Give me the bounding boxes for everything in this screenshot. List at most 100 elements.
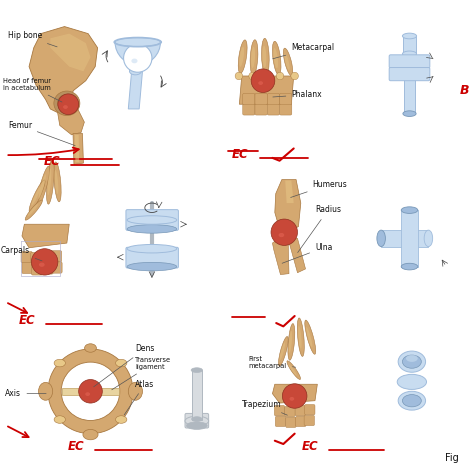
FancyBboxPatch shape: [50, 251, 62, 262]
Ellipse shape: [258, 81, 263, 85]
Ellipse shape: [297, 318, 304, 356]
Ellipse shape: [402, 355, 421, 368]
Ellipse shape: [262, 38, 269, 75]
Ellipse shape: [273, 48, 278, 68]
Polygon shape: [403, 36, 416, 55]
Ellipse shape: [283, 48, 293, 76]
Ellipse shape: [250, 40, 258, 75]
FancyBboxPatch shape: [295, 405, 306, 416]
Ellipse shape: [401, 263, 418, 270]
FancyBboxPatch shape: [30, 253, 42, 264]
Ellipse shape: [54, 91, 80, 116]
FancyBboxPatch shape: [389, 55, 430, 68]
Circle shape: [251, 69, 275, 93]
Circle shape: [31, 249, 58, 275]
FancyBboxPatch shape: [243, 104, 255, 115]
Text: EC: EC: [231, 148, 248, 161]
Ellipse shape: [128, 382, 143, 400]
FancyBboxPatch shape: [274, 405, 285, 416]
FancyBboxPatch shape: [41, 252, 52, 263]
Text: Head of femur
in acetabulum: Head of femur in acetabulum: [3, 78, 62, 102]
Ellipse shape: [85, 392, 90, 396]
Polygon shape: [29, 26, 98, 114]
Ellipse shape: [402, 33, 417, 39]
Ellipse shape: [83, 430, 98, 440]
Circle shape: [79, 379, 102, 403]
Polygon shape: [381, 230, 428, 246]
Text: EC: EC: [302, 440, 319, 453]
Text: Radius: Radius: [298, 205, 341, 253]
Text: Carpals: Carpals: [0, 246, 42, 261]
Polygon shape: [62, 388, 119, 395]
Ellipse shape: [289, 364, 297, 376]
Circle shape: [276, 72, 284, 80]
Ellipse shape: [116, 359, 127, 367]
FancyBboxPatch shape: [304, 415, 315, 426]
Ellipse shape: [115, 38, 160, 46]
FancyBboxPatch shape: [126, 247, 178, 268]
Polygon shape: [239, 76, 294, 104]
Text: Femur: Femur: [8, 121, 75, 146]
Ellipse shape: [54, 162, 61, 202]
Ellipse shape: [38, 382, 53, 400]
Ellipse shape: [54, 416, 65, 423]
Circle shape: [283, 384, 307, 408]
Polygon shape: [287, 237, 306, 273]
Ellipse shape: [273, 41, 281, 75]
FancyBboxPatch shape: [285, 406, 295, 417]
Text: Transverse
ligament: Transverse ligament: [112, 357, 172, 390]
Text: Fig: Fig: [446, 453, 459, 463]
Ellipse shape: [129, 68, 141, 75]
Text: First
metacarpal: First metacarpal: [249, 356, 296, 369]
Ellipse shape: [306, 327, 312, 347]
FancyBboxPatch shape: [255, 93, 267, 105]
Ellipse shape: [398, 351, 426, 372]
Circle shape: [235, 72, 243, 80]
Ellipse shape: [47, 169, 51, 195]
Circle shape: [249, 72, 256, 80]
Wedge shape: [48, 349, 133, 434]
FancyBboxPatch shape: [185, 413, 209, 428]
Ellipse shape: [55, 170, 58, 194]
Text: Phalanx: Phalanx: [273, 90, 322, 99]
Ellipse shape: [46, 160, 54, 204]
Ellipse shape: [37, 166, 50, 207]
FancyBboxPatch shape: [21, 252, 32, 263]
FancyBboxPatch shape: [243, 93, 255, 105]
Circle shape: [291, 72, 299, 80]
Ellipse shape: [402, 395, 421, 407]
FancyBboxPatch shape: [51, 262, 62, 273]
Wedge shape: [115, 42, 160, 65]
Ellipse shape: [377, 230, 385, 246]
Text: Ulna: Ulna: [282, 243, 332, 263]
Ellipse shape: [84, 344, 96, 352]
Ellipse shape: [28, 204, 38, 216]
FancyBboxPatch shape: [255, 104, 267, 115]
Ellipse shape: [131, 59, 137, 63]
Text: Metacarpal: Metacarpal: [273, 43, 335, 59]
Ellipse shape: [116, 416, 127, 423]
Ellipse shape: [191, 368, 202, 372]
Ellipse shape: [279, 233, 284, 237]
Text: Dens: Dens: [94, 344, 155, 387]
Text: Humerus: Humerus: [291, 179, 347, 197]
Ellipse shape: [263, 46, 266, 67]
FancyBboxPatch shape: [305, 405, 315, 415]
Ellipse shape: [127, 244, 177, 253]
Text: B: B: [460, 84, 470, 97]
Text: EC: EC: [18, 314, 35, 328]
Ellipse shape: [279, 337, 288, 366]
FancyBboxPatch shape: [280, 93, 292, 105]
Ellipse shape: [127, 225, 177, 233]
Ellipse shape: [39, 174, 46, 199]
Text: Axis: Axis: [5, 389, 46, 398]
Ellipse shape: [398, 391, 426, 410]
FancyBboxPatch shape: [286, 417, 296, 428]
Ellipse shape: [403, 111, 416, 117]
Ellipse shape: [39, 262, 45, 267]
Polygon shape: [73, 134, 83, 164]
Polygon shape: [401, 210, 418, 267]
Polygon shape: [404, 79, 415, 114]
Ellipse shape: [29, 180, 45, 212]
Text: EC: EC: [68, 440, 84, 453]
